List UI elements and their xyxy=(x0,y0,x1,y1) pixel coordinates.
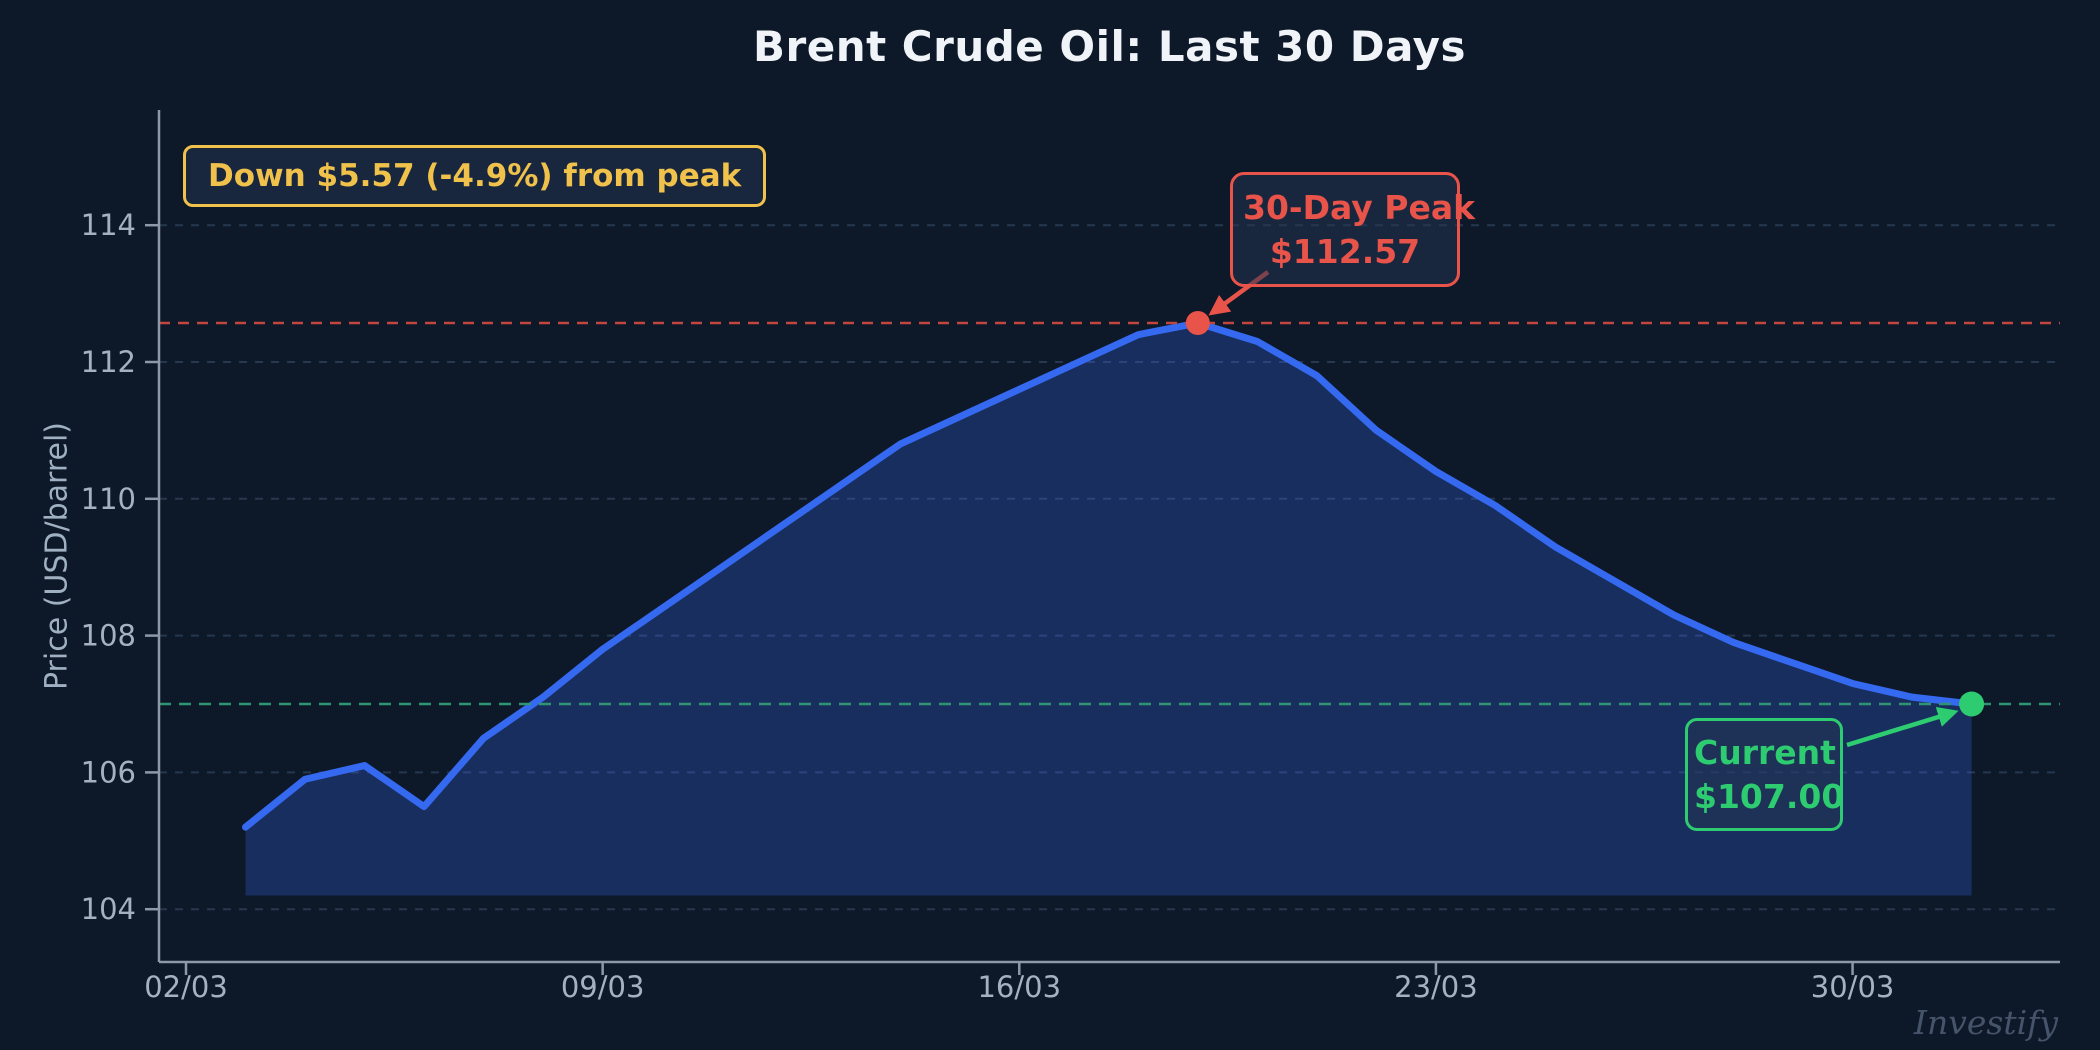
area-fill xyxy=(245,323,1972,896)
peak-annotation-value: $112.57 xyxy=(1269,231,1421,271)
y-tick-label: 108 xyxy=(81,619,136,653)
current-annotation-value: $107.00 xyxy=(1694,776,1845,816)
current-annotation-label: Current xyxy=(1694,733,1836,772)
x-tick-label: 02/03 xyxy=(144,970,228,1004)
current-dot xyxy=(1959,691,1985,717)
current-annotation: Current $107.00 xyxy=(1685,718,1845,832)
y-tick-label: 112 xyxy=(81,345,136,379)
current-arrow xyxy=(1846,706,1959,748)
y-tick-label: 104 xyxy=(81,892,136,926)
peak-annotation-label: 30-Day Peak xyxy=(1243,188,1476,227)
chart-title: Brent Crude Oil: Last 30 Days xyxy=(753,22,1466,71)
drawdown-annotation-text: Down $5.57 (-4.9%) from peak xyxy=(208,158,742,194)
y-axis-title: Price (USD/barrel) xyxy=(39,421,75,691)
y-tick-label: 106 xyxy=(81,755,136,789)
x-tick-label: 16/03 xyxy=(977,970,1061,1004)
x-tick-label: 09/03 xyxy=(561,970,645,1004)
peak-annotation: 30-Day Peak $112.57 xyxy=(1230,172,1476,288)
y-tick-label: 110 xyxy=(81,482,136,516)
x-tick-label: 23/03 xyxy=(1394,970,1478,1004)
x-tick-label: 30/03 xyxy=(1811,970,1895,1004)
y-tick-label: 114 xyxy=(81,208,136,242)
price-line xyxy=(242,319,1976,831)
watermark: Investify xyxy=(1913,1003,2058,1042)
drawdown-annotation: Down $5.57 (-4.9%) from peak xyxy=(183,145,767,207)
peak-dot xyxy=(1185,311,1210,336)
